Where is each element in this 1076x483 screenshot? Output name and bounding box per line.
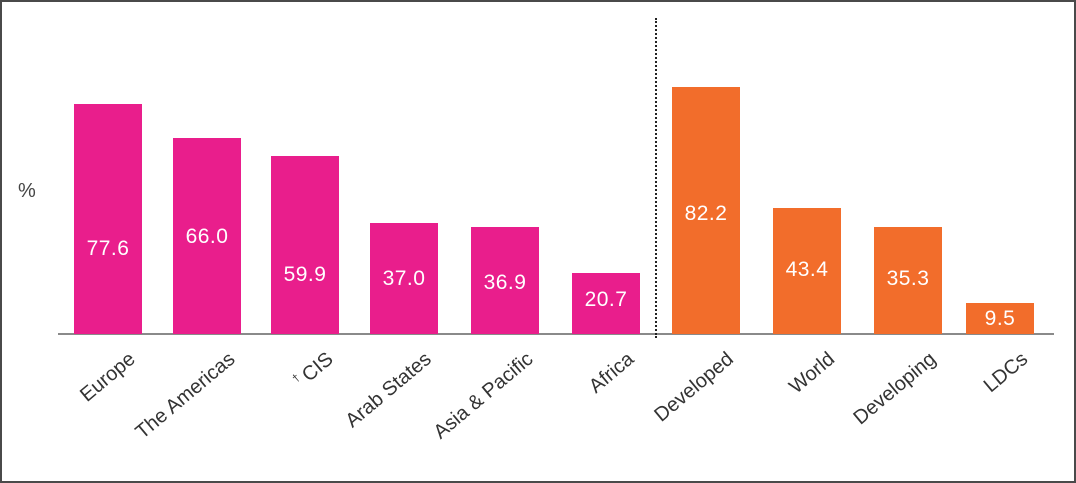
bar-world: 43.4 — [773, 208, 841, 334]
bar-value-label: 43.4 — [785, 258, 829, 281]
bar-ldcs: 9.5 — [966, 303, 1034, 334]
bar-value-label: 9.5 — [984, 307, 1016, 330]
bar-value-label: 77.6 — [86, 237, 130, 260]
group-divider — [655, 18, 657, 338]
bar-cis: 59.9 — [271, 156, 339, 334]
bar-value-label: 37.0 — [382, 267, 426, 290]
bar-arab-states: 37.0 — [370, 223, 438, 334]
y-axis-label: % — [18, 180, 36, 202]
bar-value-label: 82.2 — [684, 202, 728, 225]
bar-asia-pacific: 36.9 — [471, 227, 539, 334]
bar-value-label: 36.9 — [483, 271, 527, 294]
bar-value-label: 66.0 — [185, 225, 229, 248]
bar-value-label: 59.9 — [283, 263, 327, 286]
bar-developed: 82.2 — [672, 87, 740, 334]
bar-europe: 77.6 — [74, 104, 142, 334]
bar-value-label: 35.3 — [886, 267, 930, 290]
x-axis-line — [58, 333, 1054, 335]
bar-africa: 20.7 — [572, 273, 640, 334]
bar-value-label: 20.7 — [584, 288, 628, 311]
bar-the-americas: 66.0 — [173, 138, 241, 334]
bar-developing: 35.3 — [874, 227, 942, 334]
